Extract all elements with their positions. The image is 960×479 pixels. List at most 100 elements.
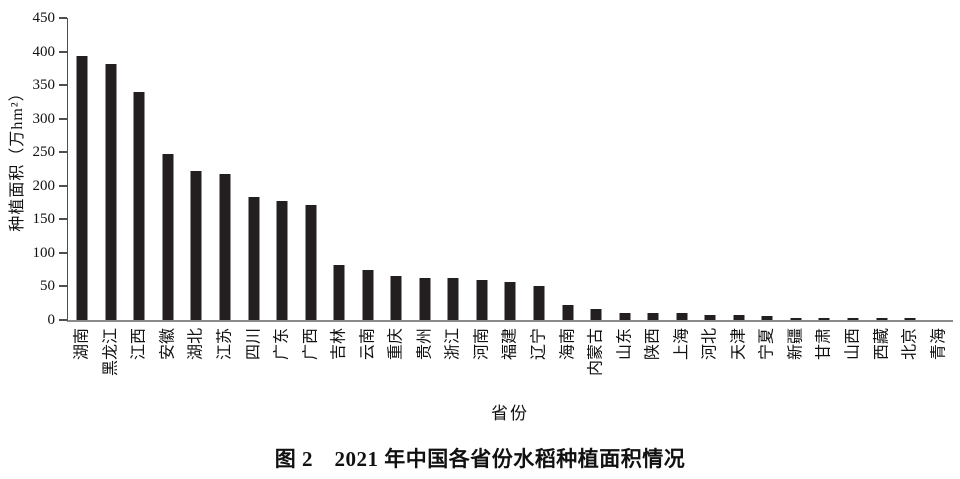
bar-slot-山西: 山西	[839, 18, 868, 360]
y-tick-label: 50	[40, 278, 55, 295]
bar-slot-湖南: 湖南	[68, 18, 97, 360]
bar-陕西	[647, 313, 659, 320]
bar-slot-宁夏: 宁夏	[753, 18, 782, 360]
y-tick-label: 450	[32, 10, 56, 26]
y-tick-mark	[59, 17, 67, 19]
y-tick-label: 400	[32, 43, 56, 60]
bar-内蒙古	[590, 309, 602, 320]
bar-河北	[704, 315, 716, 320]
bar-slot-江苏: 江苏	[211, 18, 240, 360]
bar-slot-重庆: 重庆	[382, 18, 411, 360]
bar-slot-河南: 河南	[468, 18, 497, 360]
bar-slot-山东: 山东	[610, 18, 639, 360]
bar-slot-安徽: 安徽	[154, 18, 183, 360]
x-tick-label-新疆: 新疆	[787, 328, 805, 361]
bar-新疆	[790, 318, 802, 320]
x-tick-label-重庆: 重庆	[387, 328, 405, 361]
bar-slot-北京: 北京	[896, 18, 925, 360]
bar-山西	[847, 318, 859, 320]
bar-slot-内蒙古: 内蒙古	[582, 18, 611, 376]
x-axis-title: 省份	[491, 404, 529, 423]
x-tick-label-陕西: 陕西	[644, 328, 662, 361]
bar-天津	[733, 315, 745, 320]
bar-slot-福建: 福建	[496, 18, 525, 360]
x-tick-label-山西: 山西	[844, 328, 862, 361]
x-tick-label-天津: 天津	[730, 328, 748, 361]
x-tick-label-广东: 广东	[273, 328, 291, 361]
bar-slot-云南: 云南	[353, 18, 382, 360]
x-tick-label-广西: 广西	[302, 328, 320, 361]
x-tick-label-吉林: 吉林	[330, 328, 348, 361]
bar-河南	[476, 280, 488, 320]
bar-福建	[504, 282, 516, 320]
x-tick-label-海南: 海南	[559, 328, 577, 361]
bar-slot-吉林: 吉林	[325, 18, 354, 360]
y-tick-mark	[59, 184, 67, 187]
bar-slot-甘肃: 甘肃	[810, 18, 839, 360]
bar-上海	[676, 313, 688, 320]
y-tick-label: 350	[32, 77, 56, 94]
y-tick-mark	[59, 117, 67, 120]
bar-贵州	[419, 278, 431, 320]
x-tick-label-辽宁: 辽宁	[530, 328, 548, 361]
x-tick-label-宁夏: 宁夏	[758, 328, 776, 361]
y-tick-label: 250	[32, 144, 56, 161]
plot-area: 湖南 黑龙江 江西 安徽 湖北 江苏 四川 广东 广西 吉林 云南 重庆 贵州 浙江 河南 福建 辽宁 海南 内蒙古…	[67, 18, 953, 376]
bar-吉林	[333, 265, 345, 320]
y-tick-label: 300	[32, 110, 56, 127]
x-tick-label-云南: 云南	[359, 328, 377, 361]
bar-西藏	[876, 318, 888, 320]
bar-广西	[305, 205, 317, 320]
bar-slot-广东: 广东	[268, 18, 297, 360]
x-tick-label-山东: 山东	[616, 328, 634, 361]
y-tick-mark	[59, 151, 67, 154]
bar-slot-青海: 青海	[924, 18, 953, 360]
y-tick-mark	[59, 319, 67, 321]
x-tick-label-安徽: 安徽	[159, 328, 177, 361]
bar-slot-贵州: 贵州	[411, 18, 440, 360]
x-tick-label-内蒙古: 内蒙古	[587, 328, 605, 377]
y-tick-label: 200	[32, 177, 56, 194]
x-tick-label-江西: 江西	[130, 328, 148, 361]
bar-slot-陕西: 陕西	[639, 18, 668, 360]
bar-slot-四川: 四川	[239, 18, 268, 360]
bar-浙江	[447, 278, 459, 320]
x-tick-label-西藏: 西藏	[873, 328, 891, 361]
bar-江西	[133, 92, 145, 320]
x-tick-label-上海: 上海	[673, 328, 691, 361]
bar-slot-江西: 江西	[125, 18, 154, 360]
bar-广东	[276, 201, 288, 320]
y-tick-label: 150	[32, 211, 56, 228]
bar-重庆	[390, 276, 402, 320]
bar-黑龙江	[105, 64, 117, 320]
y-tick-mark	[59, 84, 67, 87]
y-tick-mark	[59, 251, 67, 254]
y-tick-mark	[59, 218, 67, 221]
bar-slot-黑龙江: 黑龙江	[97, 18, 126, 376]
bar-slot-上海: 上海	[667, 18, 696, 360]
y-tick-label: 100	[32, 244, 56, 261]
bar-甘肃	[818, 318, 830, 320]
x-tick-label-四川: 四川	[245, 328, 263, 361]
x-tick-label-江苏: 江苏	[216, 328, 234, 361]
y-tick-mark	[59, 50, 67, 53]
bar-北京	[904, 318, 916, 320]
x-tick-label-贵州: 贵州	[416, 328, 434, 361]
bar-湖南	[76, 56, 88, 320]
x-tick-label-湖南: 湖南	[73, 328, 91, 361]
x-tick-label-河北: 河北	[701, 328, 719, 361]
bar-slot-西藏: 西藏	[867, 18, 896, 360]
bar-山东	[619, 313, 631, 320]
x-tick-label-河南: 河南	[473, 328, 491, 361]
bar-slot-浙江: 浙江	[439, 18, 468, 360]
bar-slot-湖北: 湖北	[182, 18, 211, 360]
bar-湖北	[190, 171, 202, 320]
bar-slot-辽宁: 辽宁	[525, 18, 554, 360]
x-tick-label-甘肃: 甘肃	[816, 328, 834, 361]
bars-container: 湖南 黑龙江 江西 安徽 湖北 江苏 四川 广东 广西 吉林 云南 重庆 贵州 浙江 河南 福建 辽宁 海南 内蒙古…	[68, 18, 953, 376]
bar-slot-新疆: 新疆	[782, 18, 811, 360]
bar-安徽	[162, 154, 174, 320]
y-tick-mark	[59, 285, 67, 288]
x-tick-label-湖北: 湖北	[187, 328, 205, 361]
